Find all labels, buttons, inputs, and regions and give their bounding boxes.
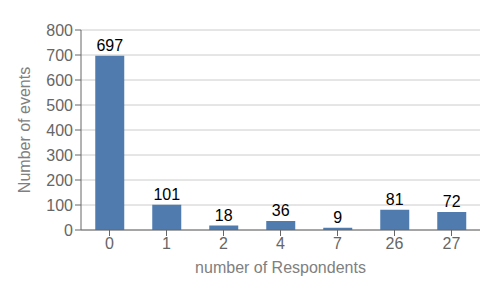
svg-text:600: 600 (46, 72, 73, 89)
svg-text:100: 100 (46, 197, 73, 214)
svg-text:0: 0 (105, 235, 114, 252)
svg-text:27: 27 (443, 235, 461, 252)
svg-text:number of Respondents: number of Respondents (195, 259, 366, 276)
svg-text:101: 101 (153, 186, 180, 203)
svg-text:800: 800 (46, 22, 73, 39)
svg-text:400: 400 (46, 122, 73, 139)
svg-text:697: 697 (96, 37, 123, 54)
svg-text:700: 700 (46, 47, 73, 64)
svg-text:18: 18 (215, 207, 233, 224)
svg-text:9: 9 (333, 209, 342, 226)
svg-text:72: 72 (443, 193, 461, 210)
svg-text:0: 0 (64, 222, 73, 239)
svg-text:Number of events: Number of events (16, 67, 33, 193)
svg-text:7: 7 (333, 235, 342, 252)
svg-text:300: 300 (46, 147, 73, 164)
svg-text:26: 26 (386, 235, 404, 252)
svg-text:2: 2 (219, 235, 228, 252)
svg-text:200: 200 (46, 172, 73, 189)
svg-text:500: 500 (46, 97, 73, 114)
svg-text:1: 1 (162, 235, 171, 252)
svg-text:4: 4 (276, 235, 285, 252)
svg-text:36: 36 (272, 202, 290, 219)
svg-text:81: 81 (386, 191, 404, 208)
